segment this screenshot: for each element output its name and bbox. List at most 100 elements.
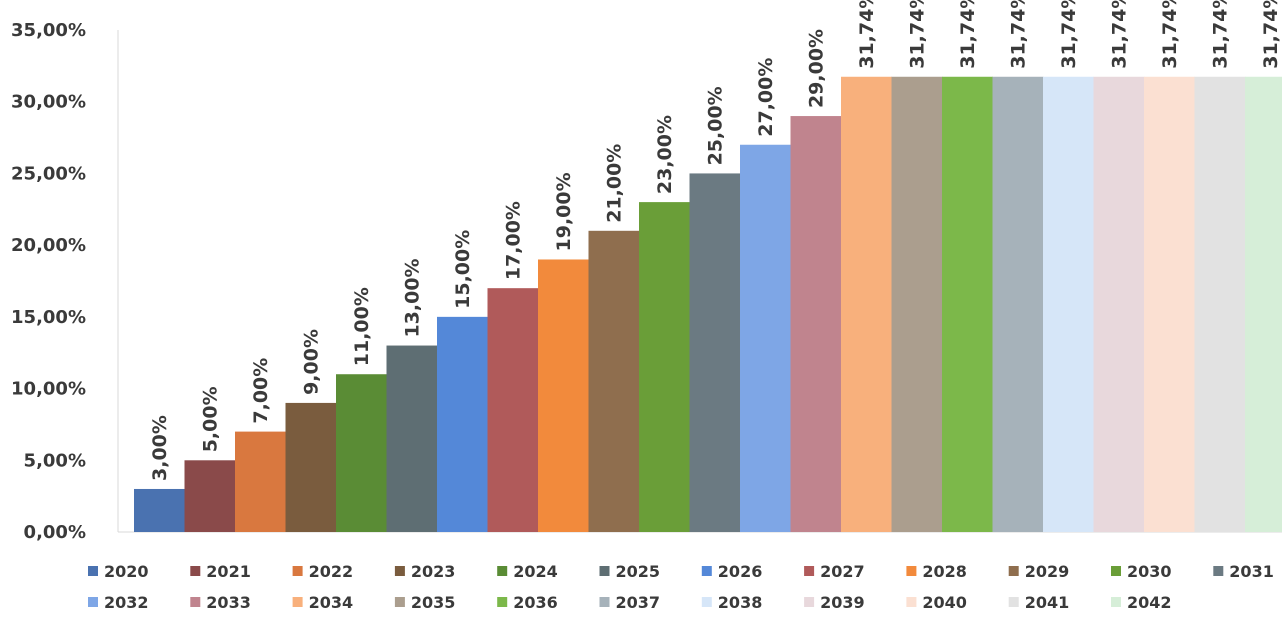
data-label-2026: 15,00% — [452, 230, 474, 309]
data-label-2025: 13,00% — [402, 258, 424, 337]
legend-label-2026: 2026 — [718, 562, 763, 581]
legend-swatch-2022 — [292, 566, 303, 576]
data-label-2038: 31,74% — [1058, 0, 1080, 69]
legend-swatch-2031 — [1213, 566, 1224, 576]
bar-2021 — [184, 460, 236, 532]
bar-2032 — [740, 144, 791, 532]
legend-swatch-2042 — [1111, 597, 1121, 607]
legend-swatch-2024 — [497, 566, 508, 576]
legend-label-2027: 2027 — [820, 562, 865, 581]
legend: 2020 2021 2022 2023 2024 2025 2026 2027 2028 2029… — [88, 562, 1274, 612]
data-label-2023: 9,00% — [301, 329, 323, 395]
data-label-2024: 11,00% — [351, 287, 373, 366]
legend-swatch-2030 — [1111, 566, 1121, 576]
legend-swatch-2039 — [804, 597, 815, 607]
bar-2033 — [790, 116, 842, 533]
legend-label-2041: 2041 — [1025, 593, 1070, 612]
y-tick-label: 0,00% — [24, 522, 86, 543]
legend-label-2025: 2025 — [616, 562, 661, 581]
legend-swatch-2029 — [1008, 566, 1019, 576]
y-tick-label: 25,00% — [11, 163, 86, 184]
legend-label-2035: 2035 — [411, 593, 456, 612]
data-label-2021: 5,00% — [200, 386, 222, 452]
legend-swatch-2020 — [88, 566, 98, 576]
y-axis-ticks: 0,00% 5,00% 10,00% 15,00% 20,00% 25,00% 30,00%… — [11, 20, 86, 543]
bar-2039 — [1093, 76, 1145, 532]
y-tick-label: 5,00% — [24, 450, 86, 471]
legend-swatch-2034 — [292, 597, 303, 607]
legend-label-2032: 2032 — [104, 593, 149, 612]
data-label-2027: 17,00% — [503, 201, 525, 280]
data-label-2041: 31,74% — [1210, 0, 1232, 69]
legend-label-2022: 2022 — [309, 562, 354, 581]
legend-swatch-2037 — [599, 597, 610, 607]
legend-label-2023: 2023 — [411, 562, 456, 581]
legend-swatch-2036 — [497, 597, 508, 607]
bar-2029 — [588, 230, 640, 533]
legend-swatch-2027 — [804, 566, 815, 576]
data-label-2035: 31,74% — [907, 0, 929, 69]
y-tick-label: 10,00% — [11, 379, 86, 400]
legend-label-2036: 2036 — [513, 593, 558, 612]
data-label-2034: 31,74% — [856, 0, 878, 69]
bar-2040 — [1144, 76, 1195, 532]
bar-2041 — [1194, 76, 1246, 532]
bar-2042 — [1245, 76, 1282, 532]
legend-label-2030: 2030 — [1127, 562, 1172, 581]
legend-label-2038: 2038 — [718, 593, 763, 612]
bar-2028 — [538, 259, 589, 532]
data-label-2029: 21,00% — [604, 144, 626, 223]
legend-label-2028: 2028 — [922, 562, 967, 581]
legend-swatch-2040 — [906, 597, 917, 607]
bar-2026 — [437, 316, 488, 532]
legend-label-2029: 2029 — [1025, 562, 1070, 581]
bar-2027 — [487, 288, 539, 532]
bar-2020 — [134, 488, 185, 532]
data-labels: 3,00% 5,00% 7,00% 9,00% 11,00% 13,00% 15,00% 17… — [149, 0, 1282, 481]
bar-2036 — [942, 76, 993, 532]
legend-label-2034: 2034 — [309, 593, 354, 612]
data-label-2037: 31,74% — [1008, 0, 1030, 69]
legend-swatch-2025 — [599, 566, 610, 576]
legend-label-2042: 2042 — [1127, 593, 1172, 612]
legend-label-2021: 2021 — [206, 562, 251, 581]
bars — [134, 76, 1282, 533]
legend-label-2037: 2037 — [616, 593, 661, 612]
legend-swatch-2035 — [394, 597, 405, 607]
legend-swatch-2026 — [701, 566, 712, 576]
data-label-2020: 3,00% — [149, 415, 171, 481]
legend-swatch-2033 — [190, 597, 201, 607]
legend-swatch-2041 — [1008, 597, 1019, 607]
data-label-2022: 7,00% — [250, 358, 272, 424]
legend-swatch-2032 — [88, 597, 98, 607]
bar-2025 — [386, 345, 438, 532]
y-tick-label: 15,00% — [11, 307, 86, 328]
legend-label-2031: 2031 — [1229, 562, 1274, 581]
bar-2023 — [285, 402, 337, 532]
y-tick-label: 30,00% — [11, 92, 86, 113]
legend-label-2033: 2033 — [206, 593, 251, 612]
bar-2030 — [639, 202, 690, 532]
data-label-2031: 25,00% — [705, 86, 727, 165]
y-tick-label: 35,00% — [11, 20, 86, 41]
data-label-2030: 23,00% — [654, 115, 676, 194]
bar-2034 — [841, 76, 892, 532]
data-label-2032: 27,00% — [755, 58, 777, 137]
legend-swatch-2028 — [906, 566, 917, 576]
bar-2038 — [1043, 76, 1094, 532]
data-label-2036: 31,74% — [957, 0, 979, 69]
data-label-2040: 31,74% — [1159, 0, 1181, 69]
legend-label-2024: 2024 — [513, 562, 558, 581]
legend-label-2040: 2040 — [922, 593, 967, 612]
data-label-2028: 19,00% — [553, 172, 575, 251]
data-label-2033: 29,00% — [806, 29, 828, 108]
data-label-2039: 31,74% — [1109, 0, 1131, 69]
legend-label-2039: 2039 — [820, 593, 865, 612]
legend-label-2020: 2020 — [104, 562, 149, 581]
bar-2031 — [689, 173, 741, 532]
data-label-2042: 31,74% — [1260, 0, 1282, 69]
bar-2022 — [235, 431, 286, 532]
bar-2037 — [992, 76, 1044, 532]
y-tick-label: 20,00% — [11, 235, 86, 256]
